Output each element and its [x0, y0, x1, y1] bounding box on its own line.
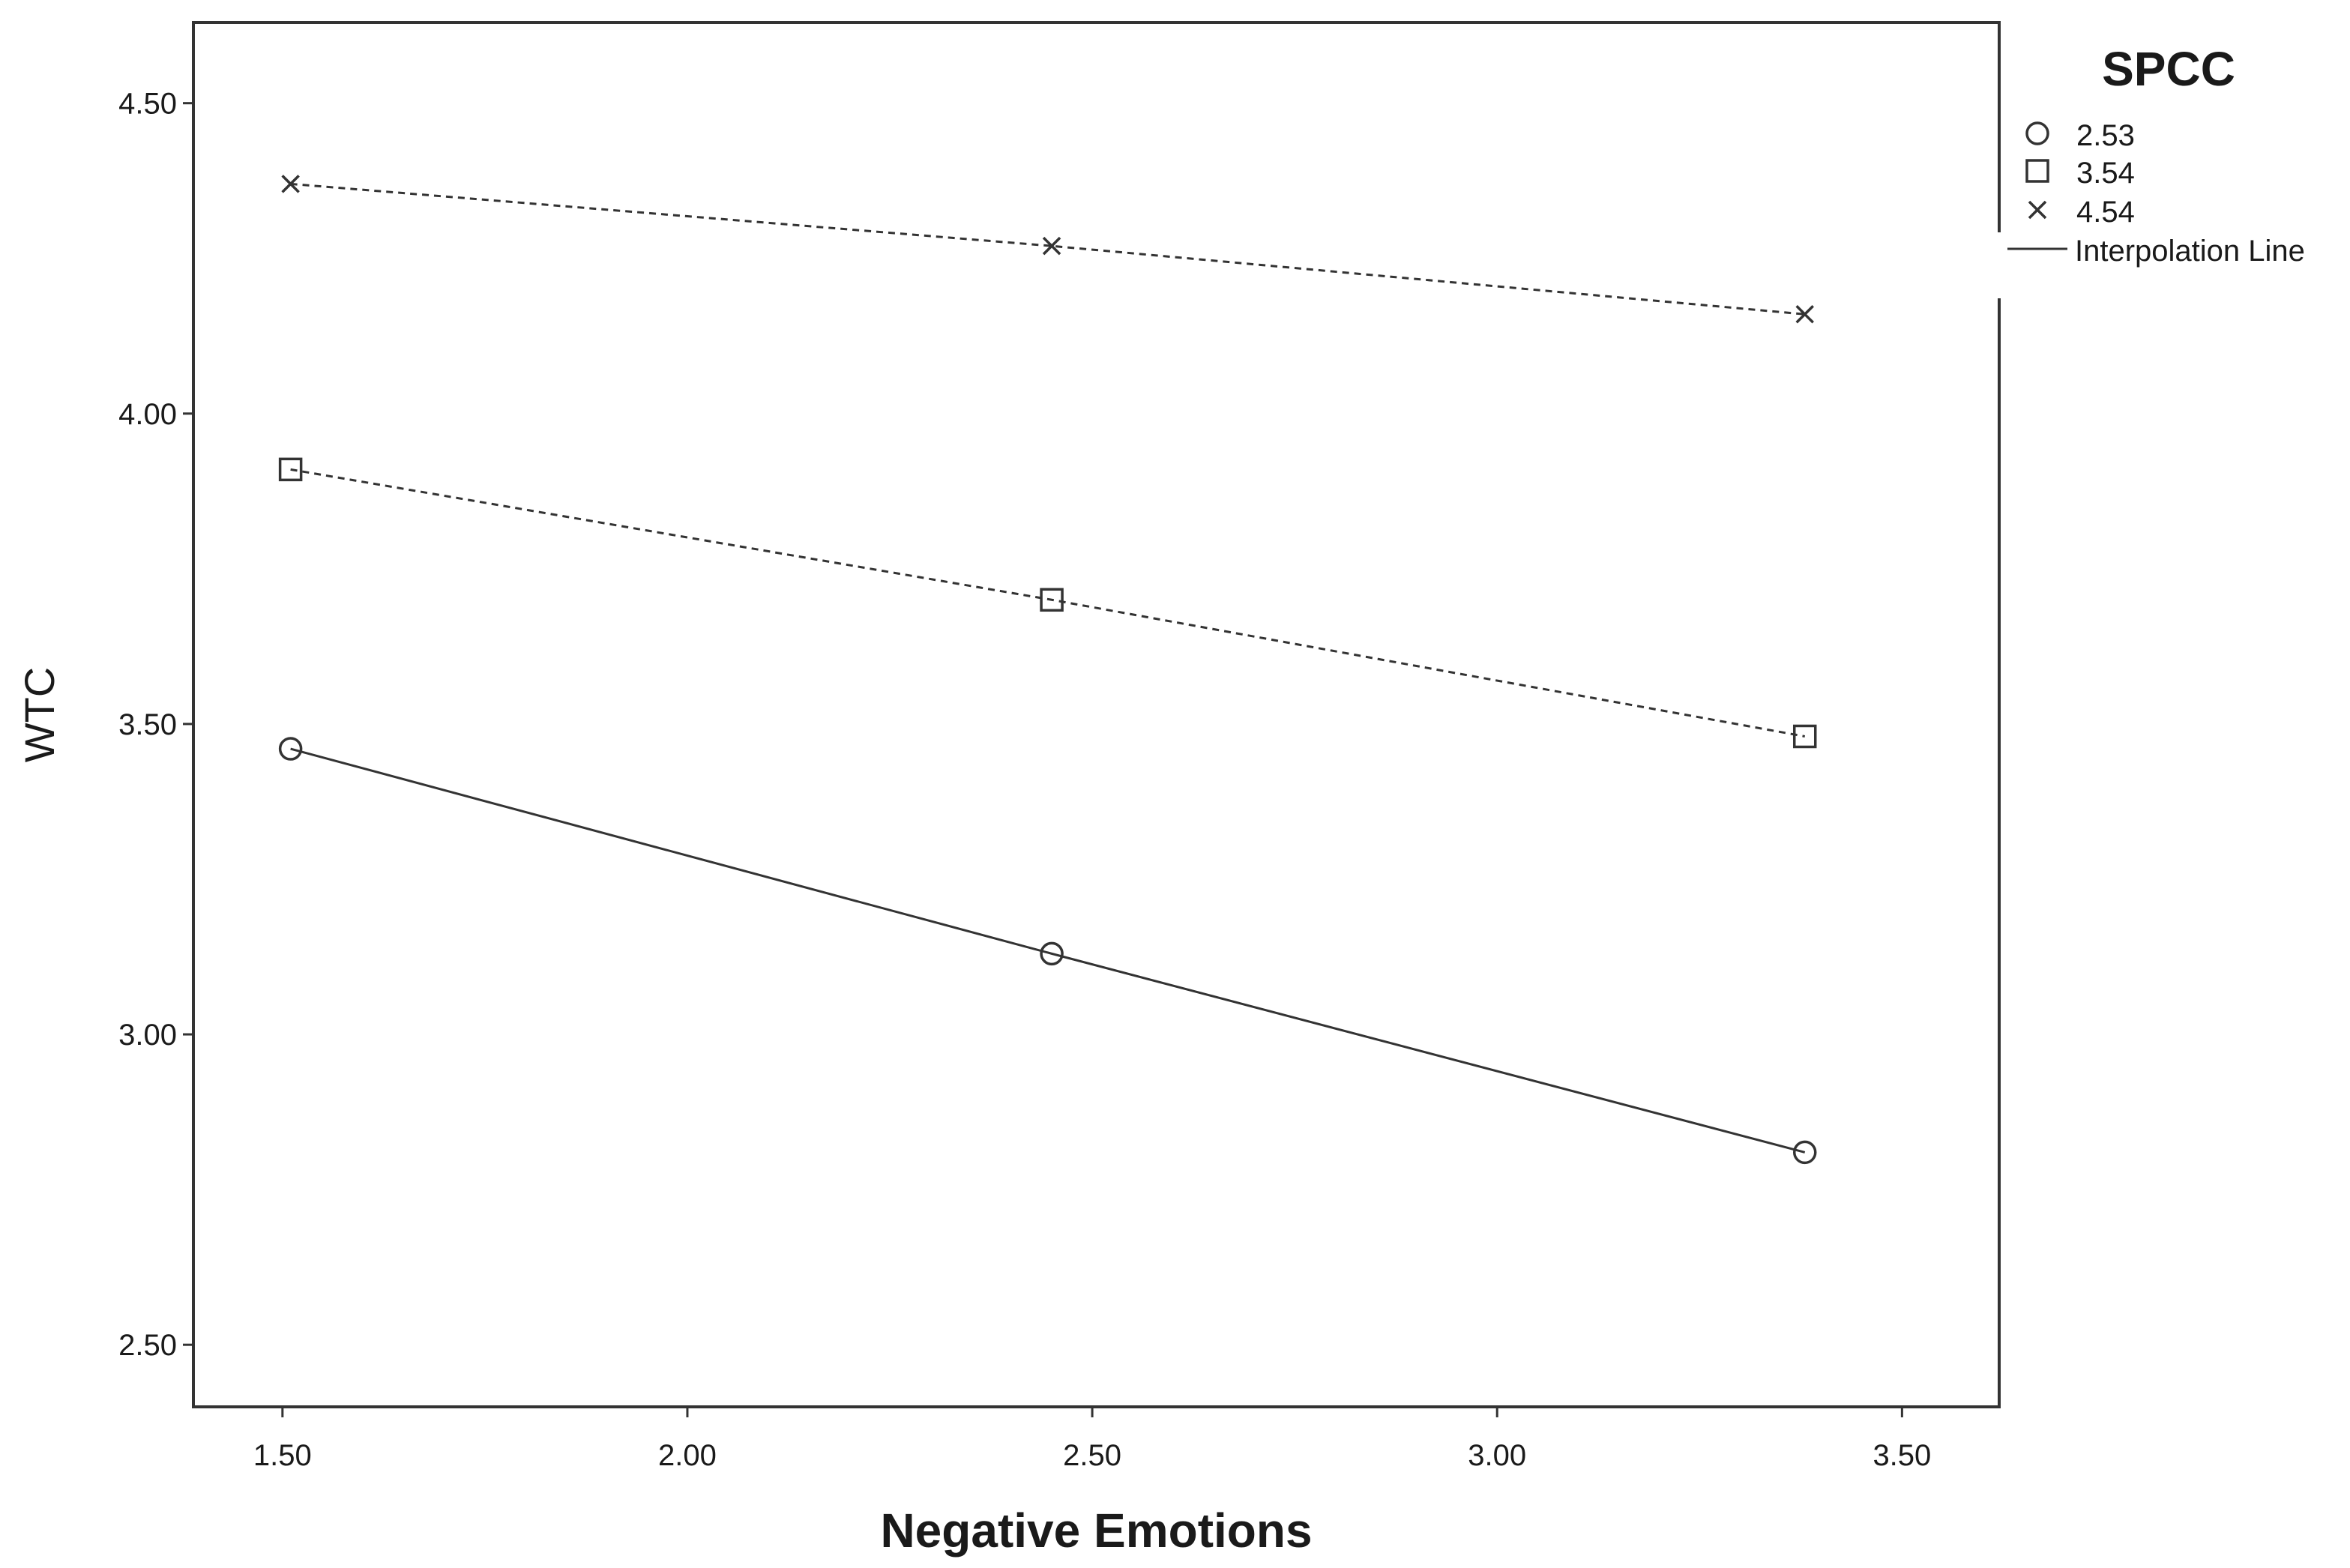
- series-2.53-point-0: [278, 737, 303, 761]
- y-tick-label-2: 3.50: [118, 708, 177, 741]
- series-line-3.54: [290, 468, 1806, 738]
- legend-marker-4.54-stroke-b: [2028, 200, 2047, 220]
- x-axis: 1.50 2.00 2.50 3.00 3.50: [253, 1407, 1931, 1472]
- y-axis: 2.50 3.00 3.50 4.00 4.50: [118, 88, 193, 1362]
- legend-label-2: 4.54: [2076, 196, 2135, 229]
- series-3.54-point-0: [278, 457, 303, 482]
- legend-marker-4.54: [2028, 200, 2047, 220]
- y-axis-title: WTC: [16, 667, 63, 763]
- x-axis-title: Negative Emotions: [880, 1504, 1312, 1558]
- series-4.54-point-2: [1795, 305, 1814, 324]
- legend-label-1: 3.54: [2076, 157, 2135, 190]
- y-tick-label-4: 4.50: [118, 88, 177, 121]
- series-4.54-point-1: [1042, 236, 1061, 256]
- series-4.54-point-0: [281, 175, 300, 193]
- x-tick-label-1: 2.00: [658, 1439, 717, 1472]
- series-4.54-point-2-stroke-b: [1795, 305, 1814, 324]
- plot-frame-group: [192, 21, 2004, 1408]
- legend-marker-2.53: [2025, 121, 2049, 145]
- y-tick-label-1: 3.00: [118, 1019, 177, 1052]
- legend-label-0: 2.53: [2076, 119, 2135, 152]
- y-tick-label-3: 4.00: [118, 398, 177, 431]
- series-2.53-point-2: [1792, 1140, 1817, 1165]
- x-tick-label-3: 3.00: [1468, 1439, 1526, 1472]
- series-3.54-point-2: [1792, 724, 1817, 749]
- legend-label-3: Interpolation Line: [2075, 235, 2305, 268]
- series-line-4.54: [290, 182, 1805, 316]
- y-tick-label-0: 2.50: [118, 1329, 177, 1362]
- x-tick-label-0: 1.50: [253, 1439, 312, 1472]
- series-4.54-point-1-stroke-b: [1042, 236, 1061, 256]
- legend: SPCC 2.53 3.54 4.54 Interpolation Line: [2007, 42, 2305, 268]
- plot-frame: [192, 21, 2001, 1408]
- legend-title: SPCC: [2102, 42, 2235, 96]
- series-4.54-point-0-stroke-b: [281, 175, 300, 193]
- series-line-2.53: [290, 747, 1806, 1154]
- x-tick-label-2: 2.50: [1063, 1439, 1121, 1472]
- series-layer: [278, 175, 1817, 1165]
- series-2.53-point-1: [1040, 941, 1064, 966]
- series-3.54-point-1: [1040, 588, 1064, 612]
- x-tick-label-4: 3.50: [1873, 1439, 1931, 1472]
- legend-marker-3.54: [2025, 159, 2049, 183]
- frame-legend-gap: [1996, 232, 2004, 298]
